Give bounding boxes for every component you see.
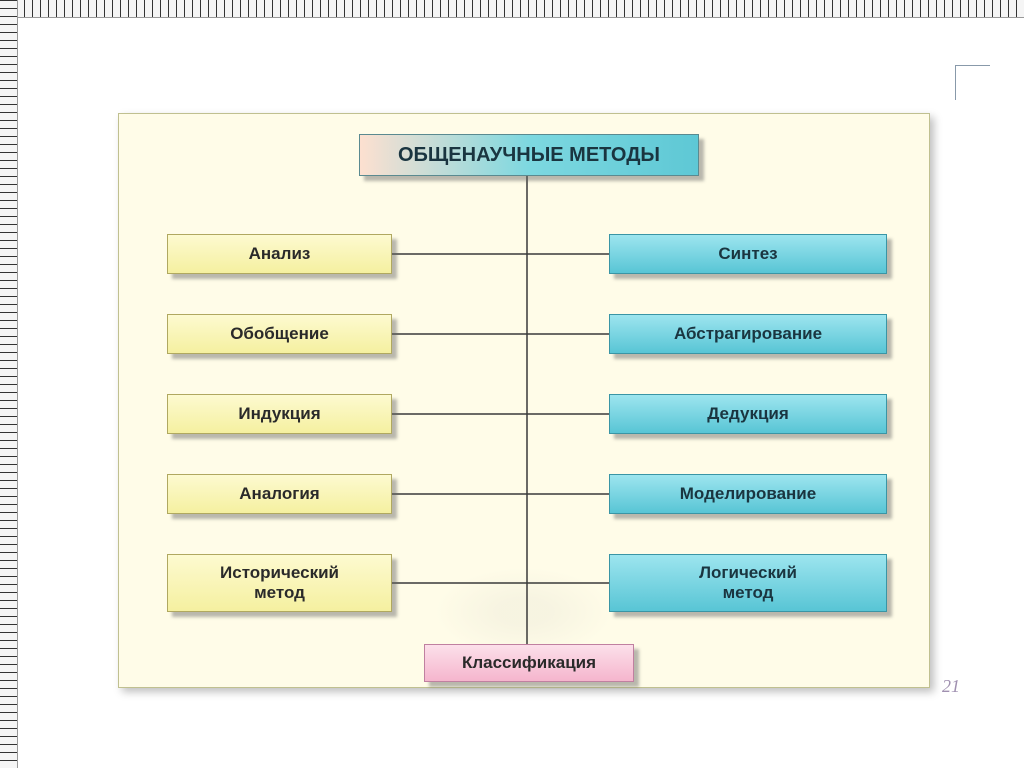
title-box: ОБЩЕНАУЧНЫЕ МЕТОДЫ	[359, 134, 699, 176]
left-method-1: Обобщение	[167, 314, 392, 354]
left-method-3: Аналогия	[167, 474, 392, 514]
left-method-2: Индукция	[167, 394, 392, 434]
page-number: 21	[942, 676, 960, 697]
ruler-top	[0, 0, 1024, 18]
right-method-0: Синтез	[609, 234, 887, 274]
left-method-0: Анализ	[167, 234, 392, 274]
right-method-1: Абстрагирование	[609, 314, 887, 354]
ruler-left	[0, 0, 18, 768]
right-method-4: Логическийметод	[609, 554, 887, 612]
corner-decoration	[955, 65, 990, 100]
bottom-box: Классификация	[424, 644, 634, 682]
left-method-4: Историческийметод	[167, 554, 392, 612]
slide-area: ОБЩЕНАУЧНЫЕ МЕТОДЫ Анализ Синтез Обобщение А…	[70, 35, 990, 715]
right-method-3: Моделирование	[609, 474, 887, 514]
right-method-2: Дедукция	[609, 394, 887, 434]
diagram-container: ОБЩЕНАУЧНЫЕ МЕТОДЫ Анализ Синтез Обобщение А…	[118, 113, 930, 688]
